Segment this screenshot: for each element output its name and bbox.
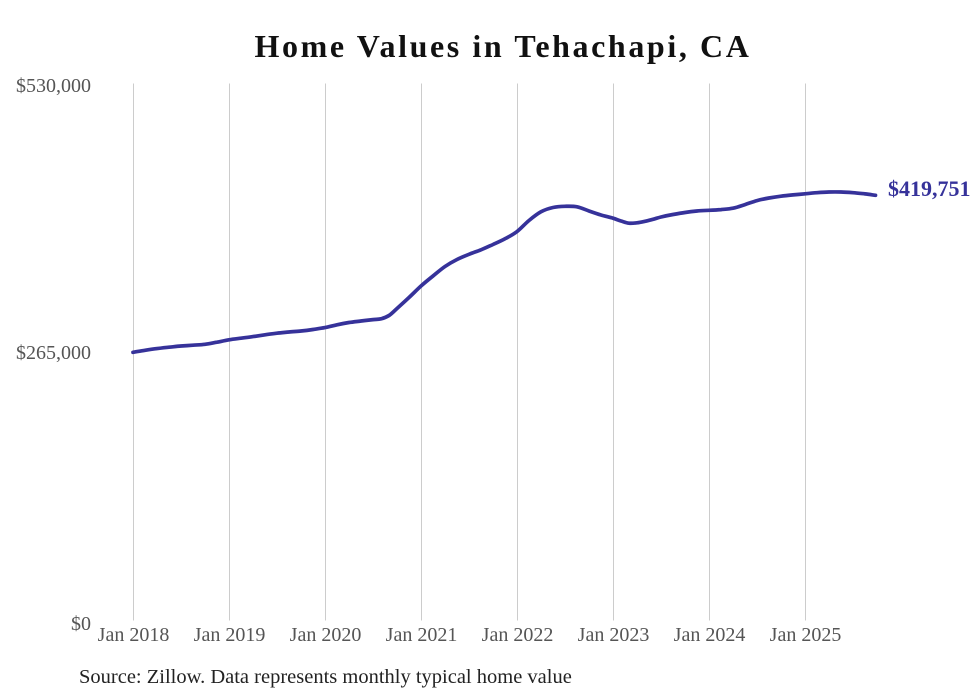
svg-text:Jan 2018: Jan 2018 — [98, 624, 170, 646]
svg-text:$265,000: $265,000 — [16, 342, 91, 364]
svg-text:Jan 2019: Jan 2019 — [194, 624, 266, 646]
svg-text:Jan 2021: Jan 2021 — [386, 624, 458, 646]
svg-text:$0: $0 — [71, 613, 91, 635]
svg-text:Jan 2023: Jan 2023 — [578, 624, 650, 646]
svg-text:$530,000: $530,000 — [16, 75, 91, 97]
svg-text:Jan 2022: Jan 2022 — [482, 624, 554, 646]
svg-text:Jan 2020: Jan 2020 — [290, 624, 362, 646]
svg-text:Home Values in Tehachapi, CA: Home Values in Tehachapi, CA — [255, 28, 752, 64]
svg-text:Jan 2025: Jan 2025 — [770, 624, 842, 646]
svg-text:Jan 2024: Jan 2024 — [674, 624, 746, 646]
svg-text:Source: Zillow. Data represent: Source: Zillow. Data represents monthly … — [79, 666, 572, 688]
svg-text:$419,751: $419,751 — [888, 176, 971, 201]
